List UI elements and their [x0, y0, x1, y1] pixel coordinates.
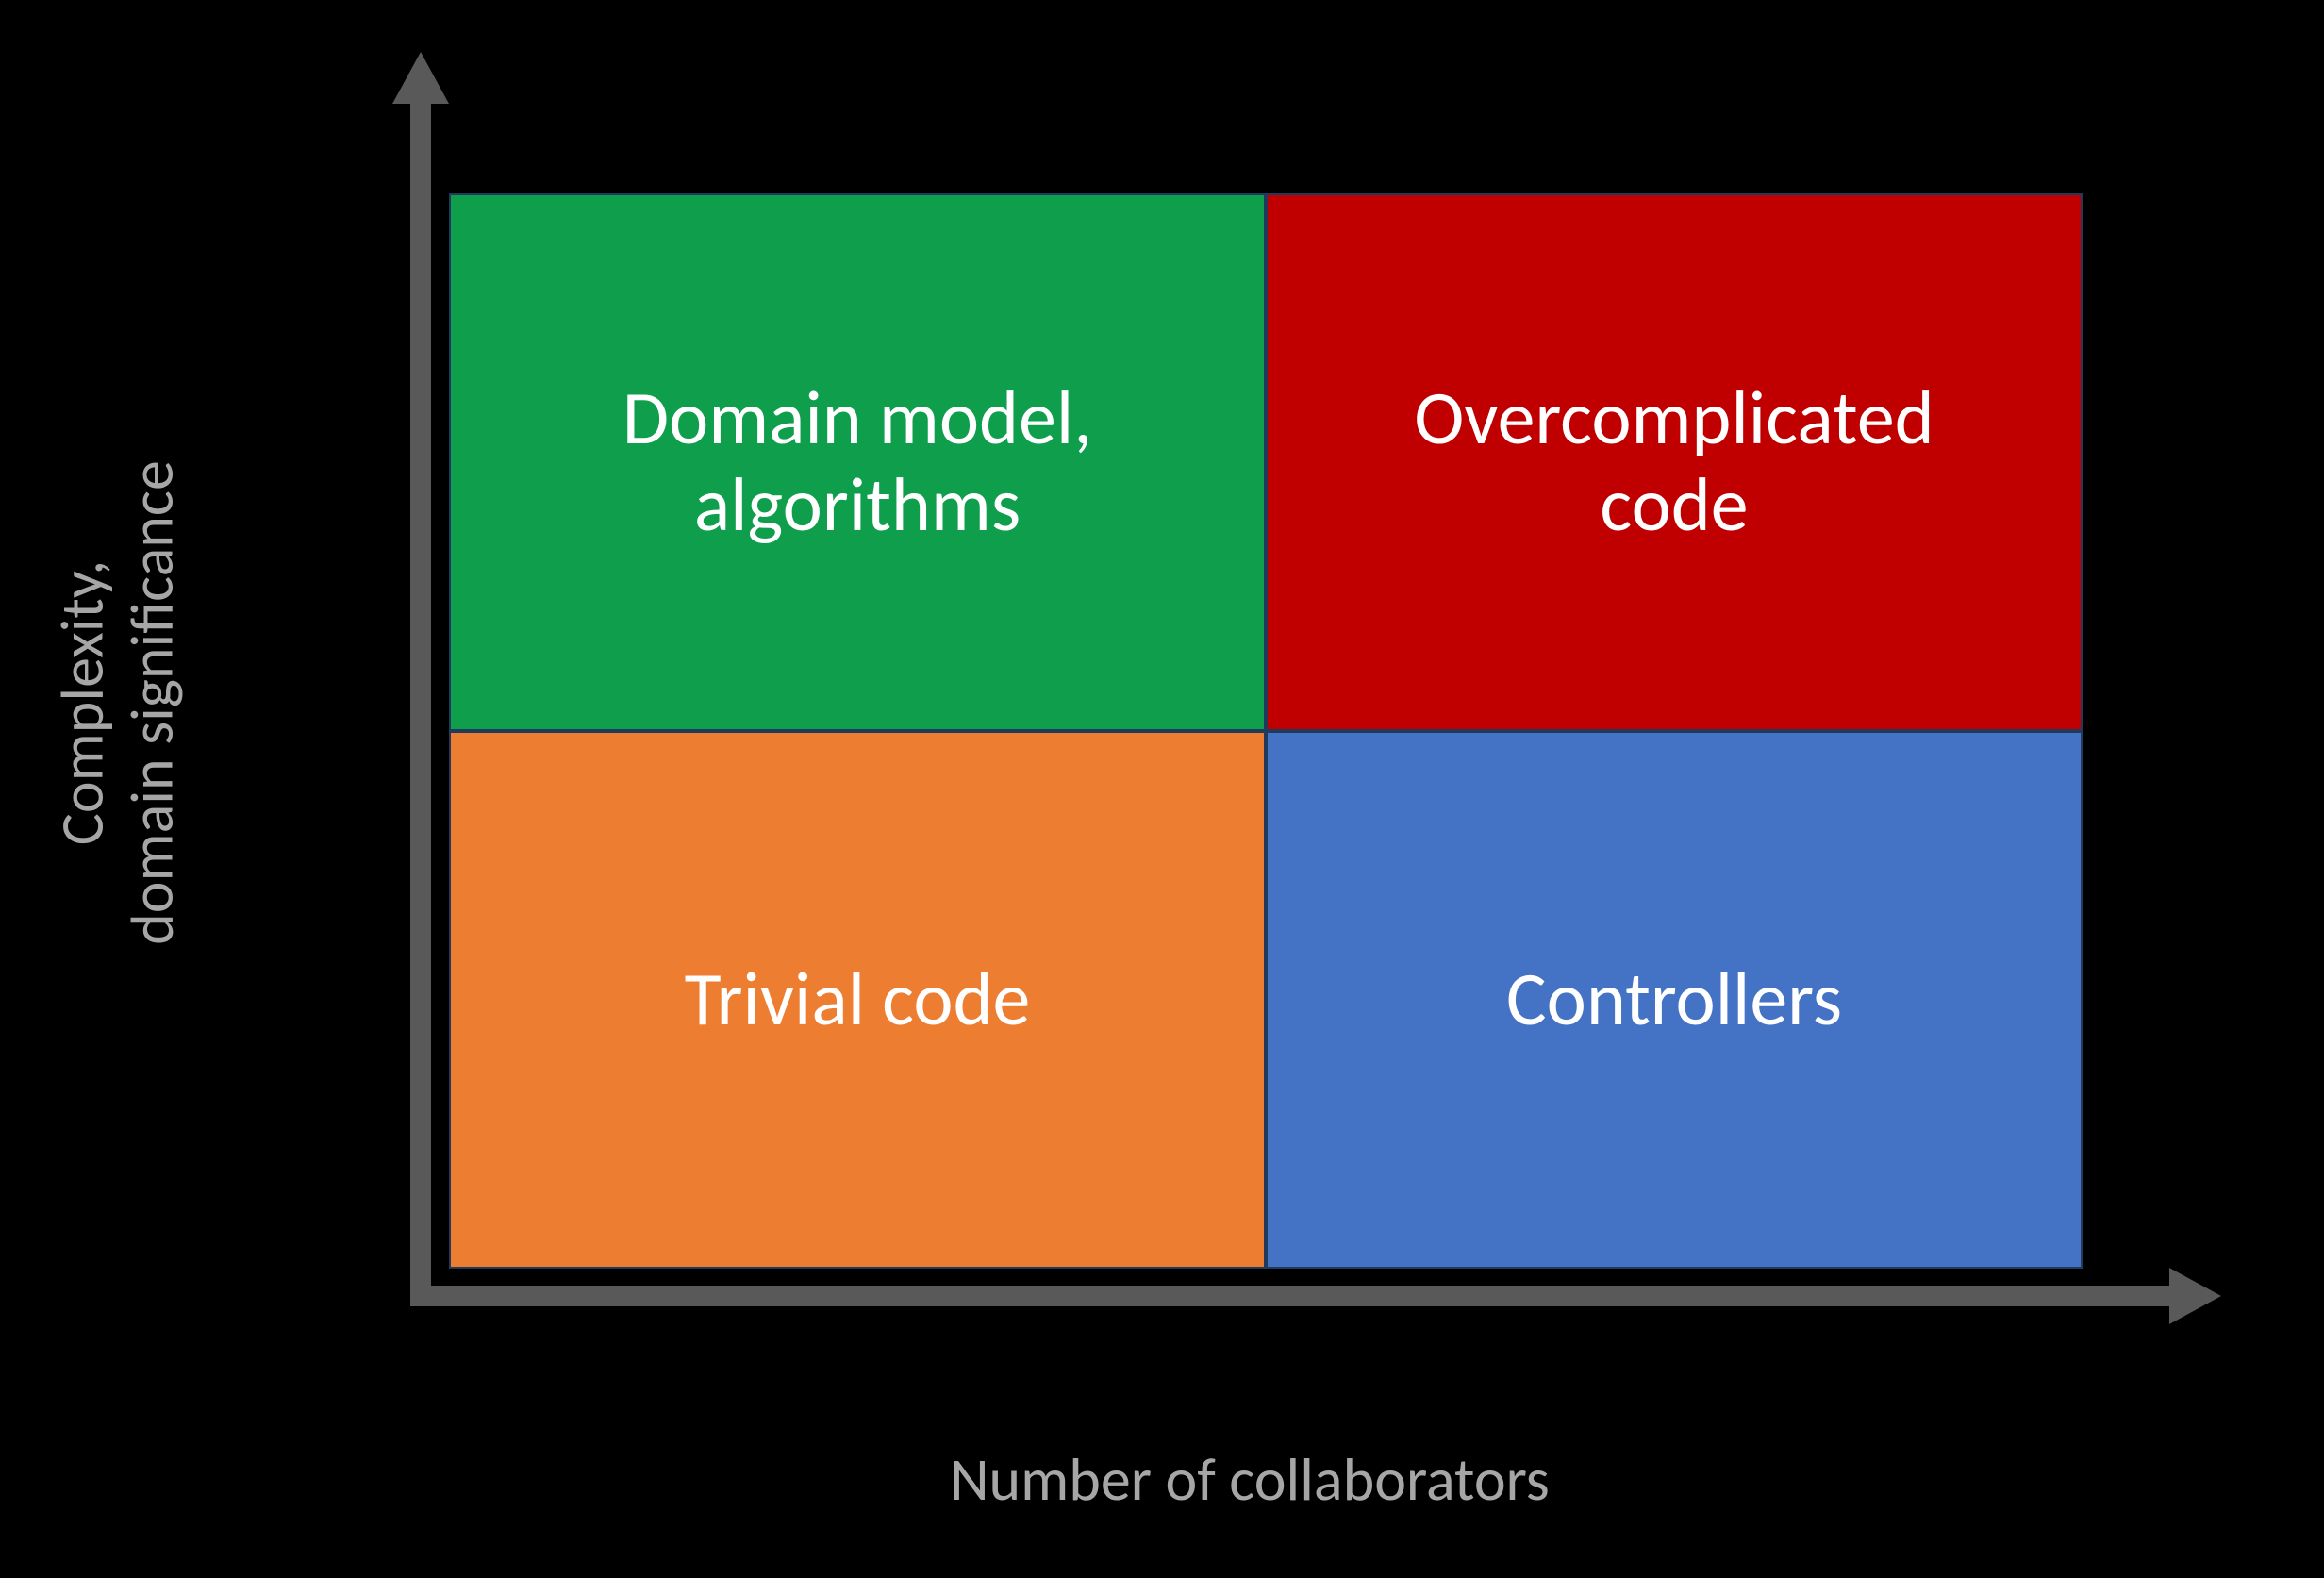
- x-axis-arrow-icon: [2169, 1268, 2221, 1324]
- y-axis-arrow-icon: [392, 52, 449, 104]
- y-axis-line: [410, 85, 431, 1306]
- quadrant-bottom-right: Controllers: [1266, 731, 2083, 1269]
- quadrant-bottom-left: Trivial code: [449, 731, 1266, 1269]
- quadrant-grid: Domain model,algorithms Overcomplicatedc…: [449, 193, 2083, 1269]
- quadrant-top-right: Overcomplicatedcode: [1266, 193, 2083, 731]
- quadrant-top-left: Domain model,algorithms: [449, 193, 1266, 731]
- diagram-canvas: Complexity,domain significance Number of…: [0, 0, 2324, 1578]
- y-axis-label: Complexity,domain significance: [48, 460, 187, 945]
- x-axis-label: Number of collaborators: [950, 1443, 1550, 1517]
- x-axis-line: [410, 1286, 2185, 1306]
